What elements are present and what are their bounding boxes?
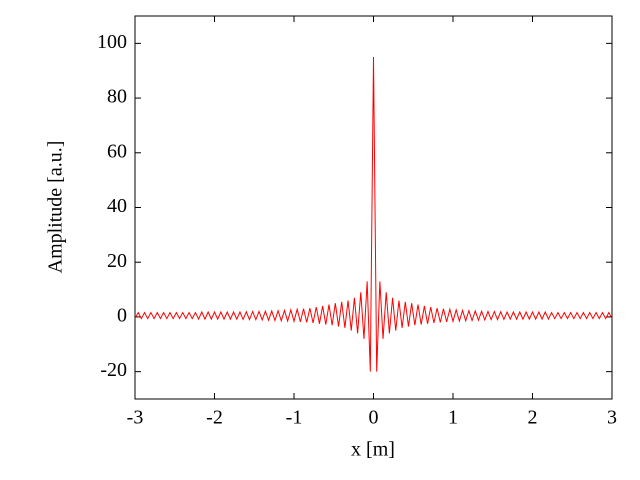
- y-tick-label: 0: [117, 305, 127, 327]
- x-tick-label: -2: [206, 407, 223, 429]
- x-tick-label: 3: [607, 407, 617, 429]
- y-tick-label: 100: [97, 31, 127, 53]
- y-axis-label: Amplitude [a.u.]: [45, 141, 67, 274]
- x-tick-label: 1: [448, 407, 458, 429]
- x-tick-label: -1: [286, 407, 303, 429]
- y-tick-label: 60: [107, 140, 127, 162]
- x-tick-label: -3: [127, 407, 144, 429]
- x-tick-label: 2: [528, 407, 538, 429]
- y-tick-label: 20: [107, 250, 127, 272]
- data-line: [134, 57, 613, 372]
- x-tick-label: 0: [369, 407, 379, 429]
- y-tick-label: -20: [100, 359, 127, 381]
- y-tick-label: 40: [107, 195, 127, 217]
- x-axis-label: x [m]: [351, 439, 395, 461]
- y-tick-label: 80: [107, 86, 127, 108]
